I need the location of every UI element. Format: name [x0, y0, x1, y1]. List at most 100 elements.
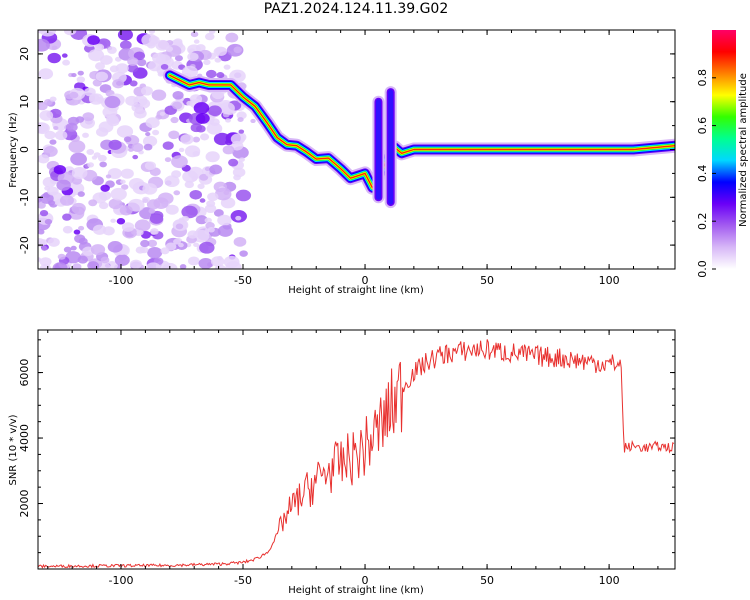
noise-blob [197, 183, 205, 190]
snr-frame [37, 329, 676, 570]
noise-blob [164, 157, 172, 163]
noise-blob [162, 141, 174, 150]
noise-blob [140, 239, 150, 248]
colorbar-tick-label: 0.4 [696, 165, 709, 183]
noise-blob [95, 62, 106, 70]
frequency-ridge [162, 68, 675, 209]
ridge-layer [169, 74, 675, 189]
noise-blob [78, 225, 85, 231]
noise-blob [204, 217, 212, 224]
noise-blob [56, 179, 71, 191]
noise-blob [41, 245, 48, 251]
noise-blob [105, 174, 112, 179]
noise-blob [44, 185, 51, 191]
colorbar-tick-label: 0.8 [696, 69, 709, 87]
noise-cloud [38, 30, 256, 269]
noise-blob [44, 130, 56, 140]
noise-blob [62, 59, 70, 66]
spectrogram-ytick-label: 0 [18, 146, 31, 153]
noise-blob [39, 257, 52, 267]
spectrogram-ytick-label: -10 [18, 188, 31, 206]
spectrogram-xtick-label: -50 [234, 274, 252, 287]
noise-blob [193, 102, 210, 115]
noise-blob [147, 246, 163, 259]
snr-line [38, 339, 675, 569]
noise-blob [213, 209, 224, 217]
noise-blob [71, 202, 86, 214]
noise-blob [53, 125, 59, 130]
noise-blob [120, 168, 134, 179]
noise-blob [61, 53, 68, 58]
noise-blob [92, 192, 108, 204]
noise-blob [99, 161, 107, 168]
noise-blob [108, 198, 123, 210]
spectrogram-ytick-label: -20 [18, 236, 31, 254]
noise-blob [233, 236, 247, 247]
noise-blob [78, 237, 88, 245]
noise-blob [217, 225, 234, 237]
noise-blob [223, 64, 231, 70]
noise-blob [136, 229, 144, 236]
noise-blob [216, 72, 225, 79]
noise-blob [228, 158, 239, 167]
noise-blob [49, 139, 57, 145]
noise-blob [142, 135, 158, 147]
noise-blob [112, 79, 125, 89]
noise-blob [195, 215, 208, 225]
noise-blob [140, 86, 153, 96]
noise-blob [38, 229, 45, 235]
noise-blob [172, 101, 183, 110]
noise-blob [193, 242, 200, 248]
noise-blob [84, 87, 96, 97]
snr-xlabel: Height of straight line (km) [288, 585, 424, 596]
noise-blob [129, 259, 142, 269]
noise-blob [225, 261, 242, 269]
spectrogram-ytick-label: 10 [18, 95, 31, 109]
noise-blob [52, 262, 68, 269]
noise-blob [149, 213, 164, 224]
noise-blob [205, 151, 220, 163]
noise-blob [195, 112, 210, 124]
spectrogram-xtick-label: -100 [108, 274, 133, 287]
noise-blob [196, 125, 206, 133]
snr-ytick-label: 2000 [18, 490, 31, 518]
colorbar: 0.0 0.2 0.4 0.6 0.8 Normalized spectral ampl… [696, 30, 749, 278]
noise-blob [225, 32, 239, 43]
noise-blob [219, 102, 235, 115]
noise-blob [38, 154, 50, 164]
noise-blob [214, 57, 222, 63]
noise-blob [132, 154, 139, 160]
noise-blob [174, 55, 183, 62]
noise-blob [233, 46, 243, 54]
noise-blob [59, 195, 74, 206]
noise-blob [215, 46, 227, 56]
noise-blob [110, 187, 127, 201]
noise-blob [119, 40, 132, 50]
noise-blob [142, 196, 150, 203]
noise-blob [71, 166, 88, 180]
noise-blob [108, 139, 122, 150]
spectrogram-xtick-label: 50 [480, 274, 494, 287]
noise-blob [39, 209, 49, 217]
noise-blob [204, 32, 215, 41]
noise-blob [62, 213, 72, 221]
noise-blob [68, 140, 86, 154]
noise-blob [69, 91, 79, 99]
noise-blob [187, 230, 199, 239]
noise-blob [53, 164, 67, 175]
noise-blob [72, 263, 82, 269]
noise-blob [238, 129, 245, 134]
noise-blob [152, 129, 160, 136]
noise-blob [88, 49, 105, 62]
noise-blob [87, 35, 100, 46]
noise-blob [184, 145, 201, 158]
noise-blob [44, 218, 53, 225]
noise-blob [147, 239, 158, 248]
noise-blob [82, 132, 89, 138]
noise-blob [121, 222, 135, 232]
spectrogram-xtick-label: 0 [362, 274, 369, 287]
noise-blob [146, 41, 156, 49]
noise-blob [209, 164, 223, 175]
